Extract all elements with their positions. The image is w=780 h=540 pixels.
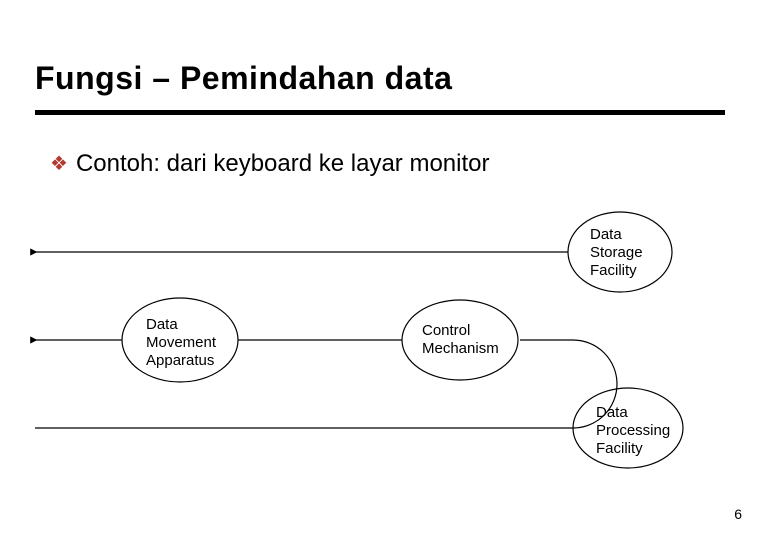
node-label-process: DataProcessingFacility	[596, 404, 670, 458]
diagram-svg	[0, 0, 780, 540]
node-label-movement: DataMovementApparatus	[146, 316, 216, 370]
page-number: 6	[734, 506, 742, 522]
node-label-storage: DataStorageFacility	[590, 226, 643, 280]
slide: Fungsi – Pemindahan data ❖ Contoh: dari …	[0, 0, 780, 540]
node-label-control: ControlMechanism	[422, 322, 499, 358]
